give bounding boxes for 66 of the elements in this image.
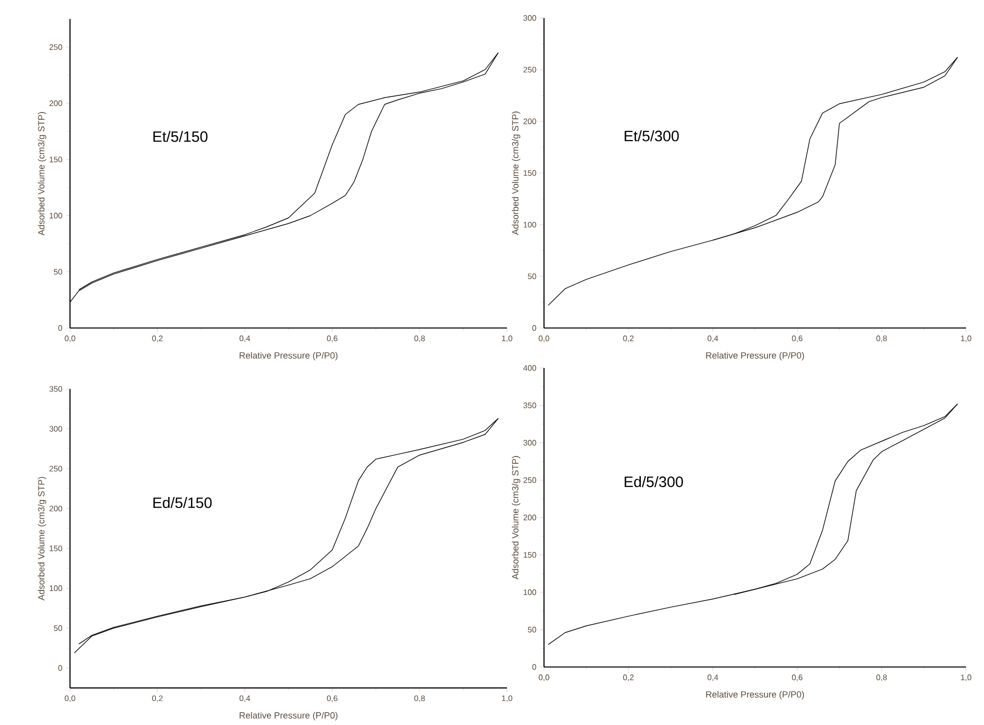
y-tick-label: 250 bbox=[50, 44, 62, 50]
y-tick-label: 100 bbox=[50, 585, 62, 592]
annotation: Ed/5/150 bbox=[153, 497, 212, 508]
x-tick-label: 0,2 bbox=[623, 336, 634, 342]
x-axis-title: Relative Pressure (P/P0) bbox=[240, 712, 338, 720]
y-axis-title: Adsorbed Volume (cm3/g STP) bbox=[512, 456, 520, 580]
y-tick-label: 100 bbox=[524, 222, 536, 228]
y-tick-label: 150 bbox=[50, 156, 62, 162]
y-tick-label: 200 bbox=[50, 100, 62, 106]
y-tick-label: 150 bbox=[524, 170, 536, 176]
annotation: Et/5/150 bbox=[153, 130, 208, 142]
annotation: Ed/5/300 bbox=[624, 476, 683, 488]
y-axis-title: Adsorbed Volume (cm3/g STP) bbox=[38, 476, 46, 600]
y-tick-label: 200 bbox=[524, 118, 536, 124]
x-tick-label: 0,8 bbox=[414, 336, 425, 342]
x-tick-label: 0,0 bbox=[538, 674, 550, 682]
y-tick-label: 300 bbox=[523, 440, 536, 446]
y-tick-label: 250 bbox=[524, 477, 536, 483]
x-axis-title: Relative Pressure (P/P0) bbox=[706, 352, 804, 360]
x-axis-title: Relative Pressure (P/P0) bbox=[706, 691, 804, 700]
x-tick-label: 0,4 bbox=[240, 336, 250, 342]
x-tick-label: 0,2 bbox=[623, 674, 634, 682]
x-tick-label: 0,6 bbox=[326, 695, 338, 702]
y-tick-label: 50 bbox=[528, 274, 536, 280]
x-tick-label: 0,0 bbox=[538, 336, 550, 342]
y-tick-label: 0 bbox=[532, 664, 536, 670]
y-tick-label: 150 bbox=[524, 552, 536, 558]
x-tick-label: 0,2 bbox=[152, 695, 163, 702]
y-tick-label: 150 bbox=[50, 546, 62, 552]
y-axis-title: Adsorbed Volume (cm3/g STP) bbox=[512, 112, 520, 236]
y-tick-label: 400 bbox=[523, 365, 536, 371]
x-tick-label: 0,6 bbox=[326, 336, 338, 342]
x-tick-label: 0,2 bbox=[152, 336, 163, 342]
x-tick-label: 1,0 bbox=[961, 336, 972, 342]
annotation: Et/5/300 bbox=[624, 130, 679, 142]
y-tick-label: 50 bbox=[528, 626, 536, 632]
y-tick-label: 50 bbox=[54, 268, 62, 275]
x-tick-label: 0,8 bbox=[414, 695, 425, 702]
x-tick-label: 0,0 bbox=[64, 695, 76, 702]
y-tick-label: 300 bbox=[523, 15, 536, 21]
y-tick-label: 100 bbox=[50, 212, 62, 218]
y-tick-label: 300 bbox=[49, 426, 62, 432]
y-tick-label: 350 bbox=[523, 402, 536, 408]
x-tick-label: 1,0 bbox=[502, 695, 512, 702]
y-axis-title: Adsorbed Volume (cm3/g STP) bbox=[38, 112, 46, 236]
x-tick-label: 1,0 bbox=[961, 674, 972, 682]
x-tick-label: 0,6 bbox=[792, 674, 802, 682]
y-tick-label: 100 bbox=[524, 589, 536, 596]
y-tick-label: 350 bbox=[49, 386, 62, 392]
x-tick-label: 0,8 bbox=[876, 674, 887, 682]
y-tick-label: 0 bbox=[532, 325, 536, 331]
y-tick-label: 250 bbox=[524, 66, 536, 72]
x-axis-title: Relative Pressure (P/P0) bbox=[240, 352, 338, 360]
x-tick-label: 0,8 bbox=[876, 336, 887, 342]
y-tick-label: 200 bbox=[50, 506, 62, 512]
x-tick-label: 0,6 bbox=[792, 336, 802, 342]
x-tick-label: 0,4 bbox=[240, 695, 250, 702]
y-tick-label: 200 bbox=[524, 514, 536, 520]
x-tick-label: 0,0 bbox=[64, 336, 76, 342]
x-tick-label: 1,0 bbox=[502, 336, 512, 342]
x-tick-label: 0,4 bbox=[708, 336, 718, 342]
x-tick-label: 0,4 bbox=[708, 674, 718, 682]
y-tick-label: 50 bbox=[54, 625, 62, 631]
y-tick-label: 0 bbox=[58, 325, 62, 331]
y-tick-label: 0 bbox=[58, 665, 62, 671]
y-tick-label: 250 bbox=[50, 466, 62, 472]
